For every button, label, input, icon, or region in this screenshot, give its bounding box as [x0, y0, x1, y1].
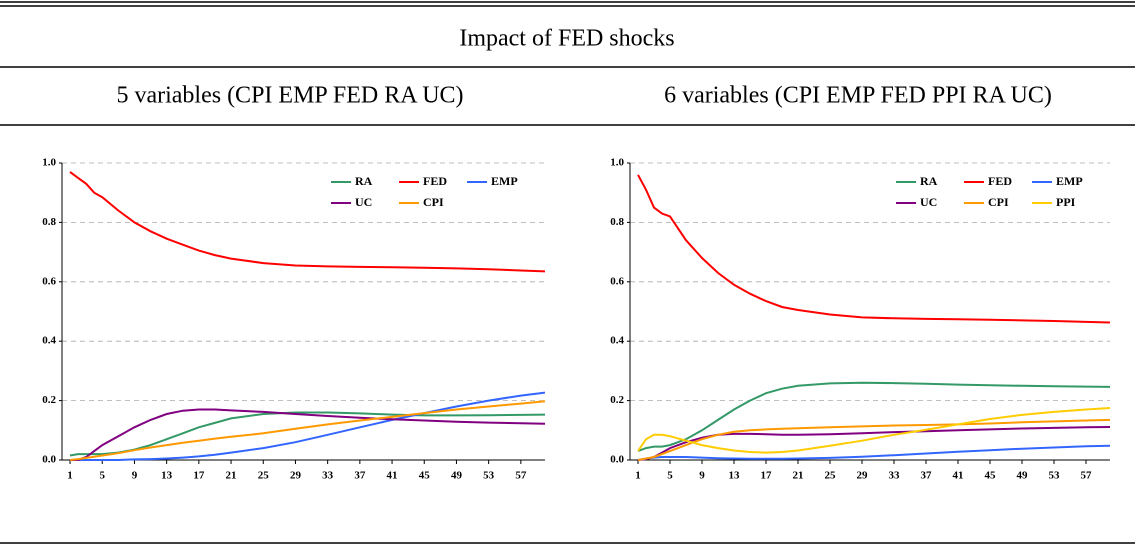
x-tick-label: 41: [953, 470, 964, 482]
series-line: [637, 444, 1111, 461]
x-tick-label: 57: [515, 470, 527, 482]
x-tick-label: 29: [857, 470, 869, 482]
legend-label: CPI: [988, 195, 1009, 209]
y-tick-label: 0.0: [42, 454, 56, 466]
legend-label: RA: [355, 174, 373, 188]
y-tick-label: 0.4: [610, 335, 624, 347]
x-tick-label: 25: [258, 470, 270, 482]
x-tick-label: 9: [132, 470, 138, 482]
x-tick-label: 21: [793, 470, 804, 482]
x-tick-label: 37: [354, 470, 366, 482]
series-line: [69, 400, 546, 461]
chart-title: 6 variables (CPI EMP FED PPI RA UC): [664, 83, 1052, 109]
x-tick-label: 37: [921, 470, 933, 482]
series-line: [637, 174, 1111, 324]
x-tick-label: 5: [100, 470, 106, 482]
legend-label: UC: [355, 195, 372, 209]
x-tick-label: 5: [667, 470, 673, 482]
y-tick-label: 0.0: [610, 454, 624, 466]
x-tick-label: 1: [67, 470, 73, 482]
x-tick-label: 41: [387, 470, 398, 482]
x-tick-label: 45: [985, 470, 997, 482]
x-tick-label: 25: [825, 470, 837, 482]
series-line: [637, 418, 1111, 461]
x-tick-label: 53: [1049, 470, 1061, 482]
legend-label: EMP: [1056, 174, 1083, 188]
legend-label: FED: [423, 174, 447, 188]
y-tick-label: 0.8: [42, 216, 56, 228]
y-tick-label: 1.0: [610, 157, 624, 169]
x-tick-label: 29: [290, 470, 302, 482]
figure-title: Impact of FED shocks: [459, 26, 674, 52]
series-line: [70, 408, 546, 461]
legend-label: UC: [920, 195, 937, 209]
x-tick-label: 57: [1081, 470, 1093, 482]
y-tick-label: 0.8: [610, 216, 624, 228]
legend-label: CPI: [423, 195, 444, 209]
y-tick-label: 0.6: [610, 275, 624, 287]
legend-label: EMP: [491, 174, 518, 188]
x-tick-label: 1: [635, 470, 641, 482]
x-tick-label: 33: [322, 470, 334, 482]
x-tick-label: 45: [419, 470, 431, 482]
legend-label: RA: [920, 174, 938, 188]
series-line: [69, 171, 546, 273]
y-tick-label: 0.6: [42, 275, 56, 287]
x-tick-label: 13: [161, 470, 173, 482]
series-line: [69, 411, 546, 457]
series-line: [637, 381, 1111, 453]
series-line: [637, 407, 1111, 454]
y-tick-label: 0.4: [42, 335, 56, 347]
y-tick-label: 0.2: [610, 394, 624, 406]
x-tick-label: 49: [451, 470, 463, 482]
x-tick-label: 21: [226, 470, 237, 482]
x-tick-label: 49: [1017, 470, 1029, 482]
series-line: [637, 426, 1111, 461]
x-tick-label: 9: [699, 470, 705, 482]
chart-title: 5 variables (CPI EMP FED RA UC): [116, 83, 463, 109]
y-tick-label: 0.2: [42, 394, 56, 406]
legend-label: FED: [988, 174, 1012, 188]
x-tick-label: 17: [761, 470, 773, 482]
y-tick-label: 1.0: [42, 157, 56, 169]
x-tick-label: 33: [889, 470, 901, 482]
legend-label: PPI: [1056, 195, 1076, 209]
x-tick-label: 53: [483, 470, 495, 482]
x-tick-label: 17: [193, 470, 205, 482]
x-tick-label: 13: [729, 470, 741, 482]
